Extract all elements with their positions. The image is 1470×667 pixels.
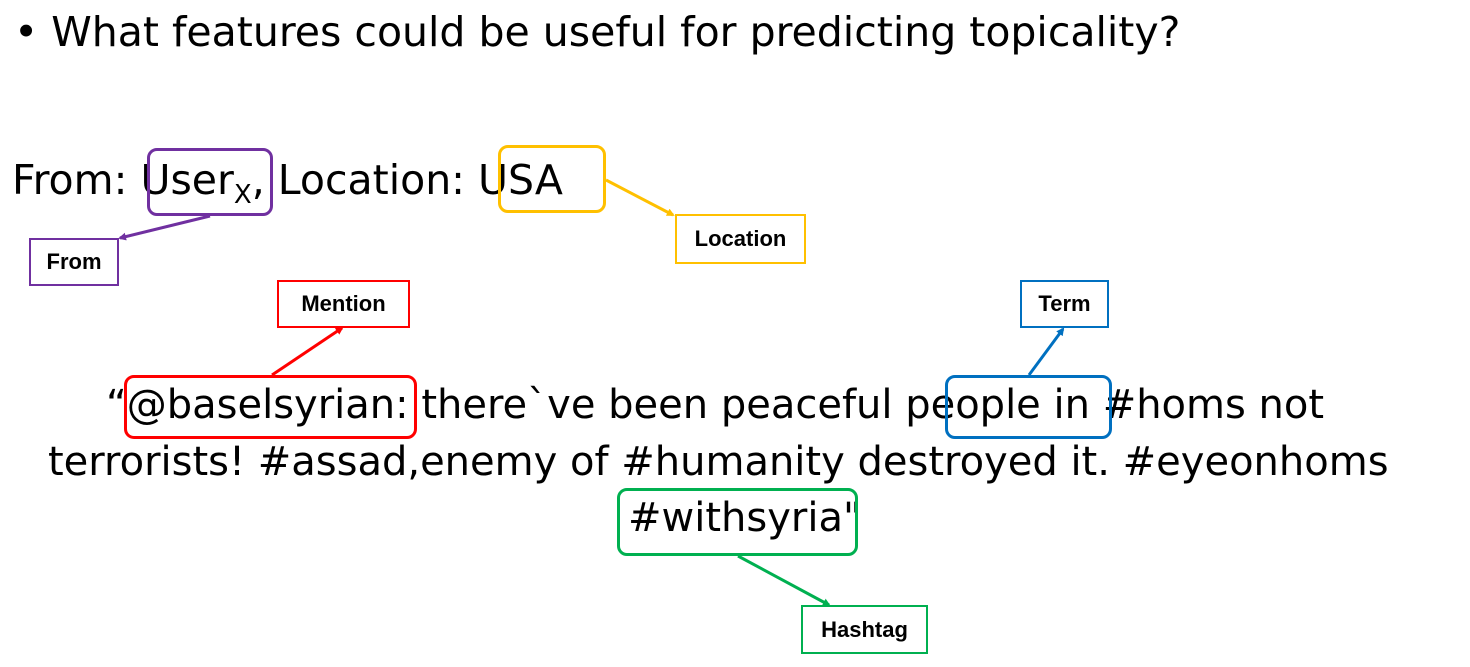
hashtag-text: #withsyria [628, 495, 843, 541]
tweet-segment-2: in #homs not [1040, 382, 1325, 428]
tweet-segment-1: : there`ve been peaceful [395, 382, 906, 428]
hashtag-highlight-box [617, 488, 858, 556]
hashtag-arrow [737, 554, 831, 607]
term-highlight-box [945, 375, 1112, 439]
from-tag-label: From [46, 249, 102, 274]
hashtag-tag: Hashtag [801, 605, 928, 654]
open-quote: “ [106, 382, 127, 428]
bullet: • [14, 8, 39, 56]
location-value: USA [478, 156, 563, 204]
user-highlight-box [147, 148, 273, 216]
tweet-line-2-text: terrorists! #assad,enemy of #humanity de… [48, 439, 1389, 485]
metadata-line: From: UserX, Location: USA [12, 154, 563, 221]
location-highlight-box [498, 145, 606, 213]
from-tag: From [29, 238, 119, 286]
term-tag: Term [1020, 280, 1109, 328]
question-text: What features could be useful for predic… [51, 8, 1181, 56]
user-value: UserX [140, 156, 251, 210]
mention-tag: Mention [277, 280, 410, 328]
user-subscript: X [233, 180, 252, 211]
mention-highlight-box [124, 375, 417, 439]
tweet-line-1: “@baselsyrian: there`ve been peaceful pe… [106, 379, 1324, 431]
from-label: From: [12, 156, 141, 204]
from-arrow [118, 214, 211, 241]
mention-arrow [271, 326, 344, 377]
location-arrow [605, 178, 675, 217]
user-text: User [140, 156, 234, 204]
hashtag-tag-label: Hashtag [821, 616, 908, 642]
term-tag-label: Term [1038, 291, 1091, 316]
location-tag: Location [675, 214, 806, 264]
mention-text: @baselsyrian [126, 382, 396, 428]
location-label: , Location: [251, 156, 479, 204]
location-tag-label: Location [694, 226, 787, 251]
term-arrow [1027, 327, 1065, 376]
mention-tag-label: Mention [301, 291, 386, 316]
term-text: people [905, 382, 1041, 428]
question-line: • What features could be useful for pred… [14, 6, 1180, 58]
tweet-line-2: terrorists! #assad,enemy of #humanity de… [48, 436, 1389, 488]
